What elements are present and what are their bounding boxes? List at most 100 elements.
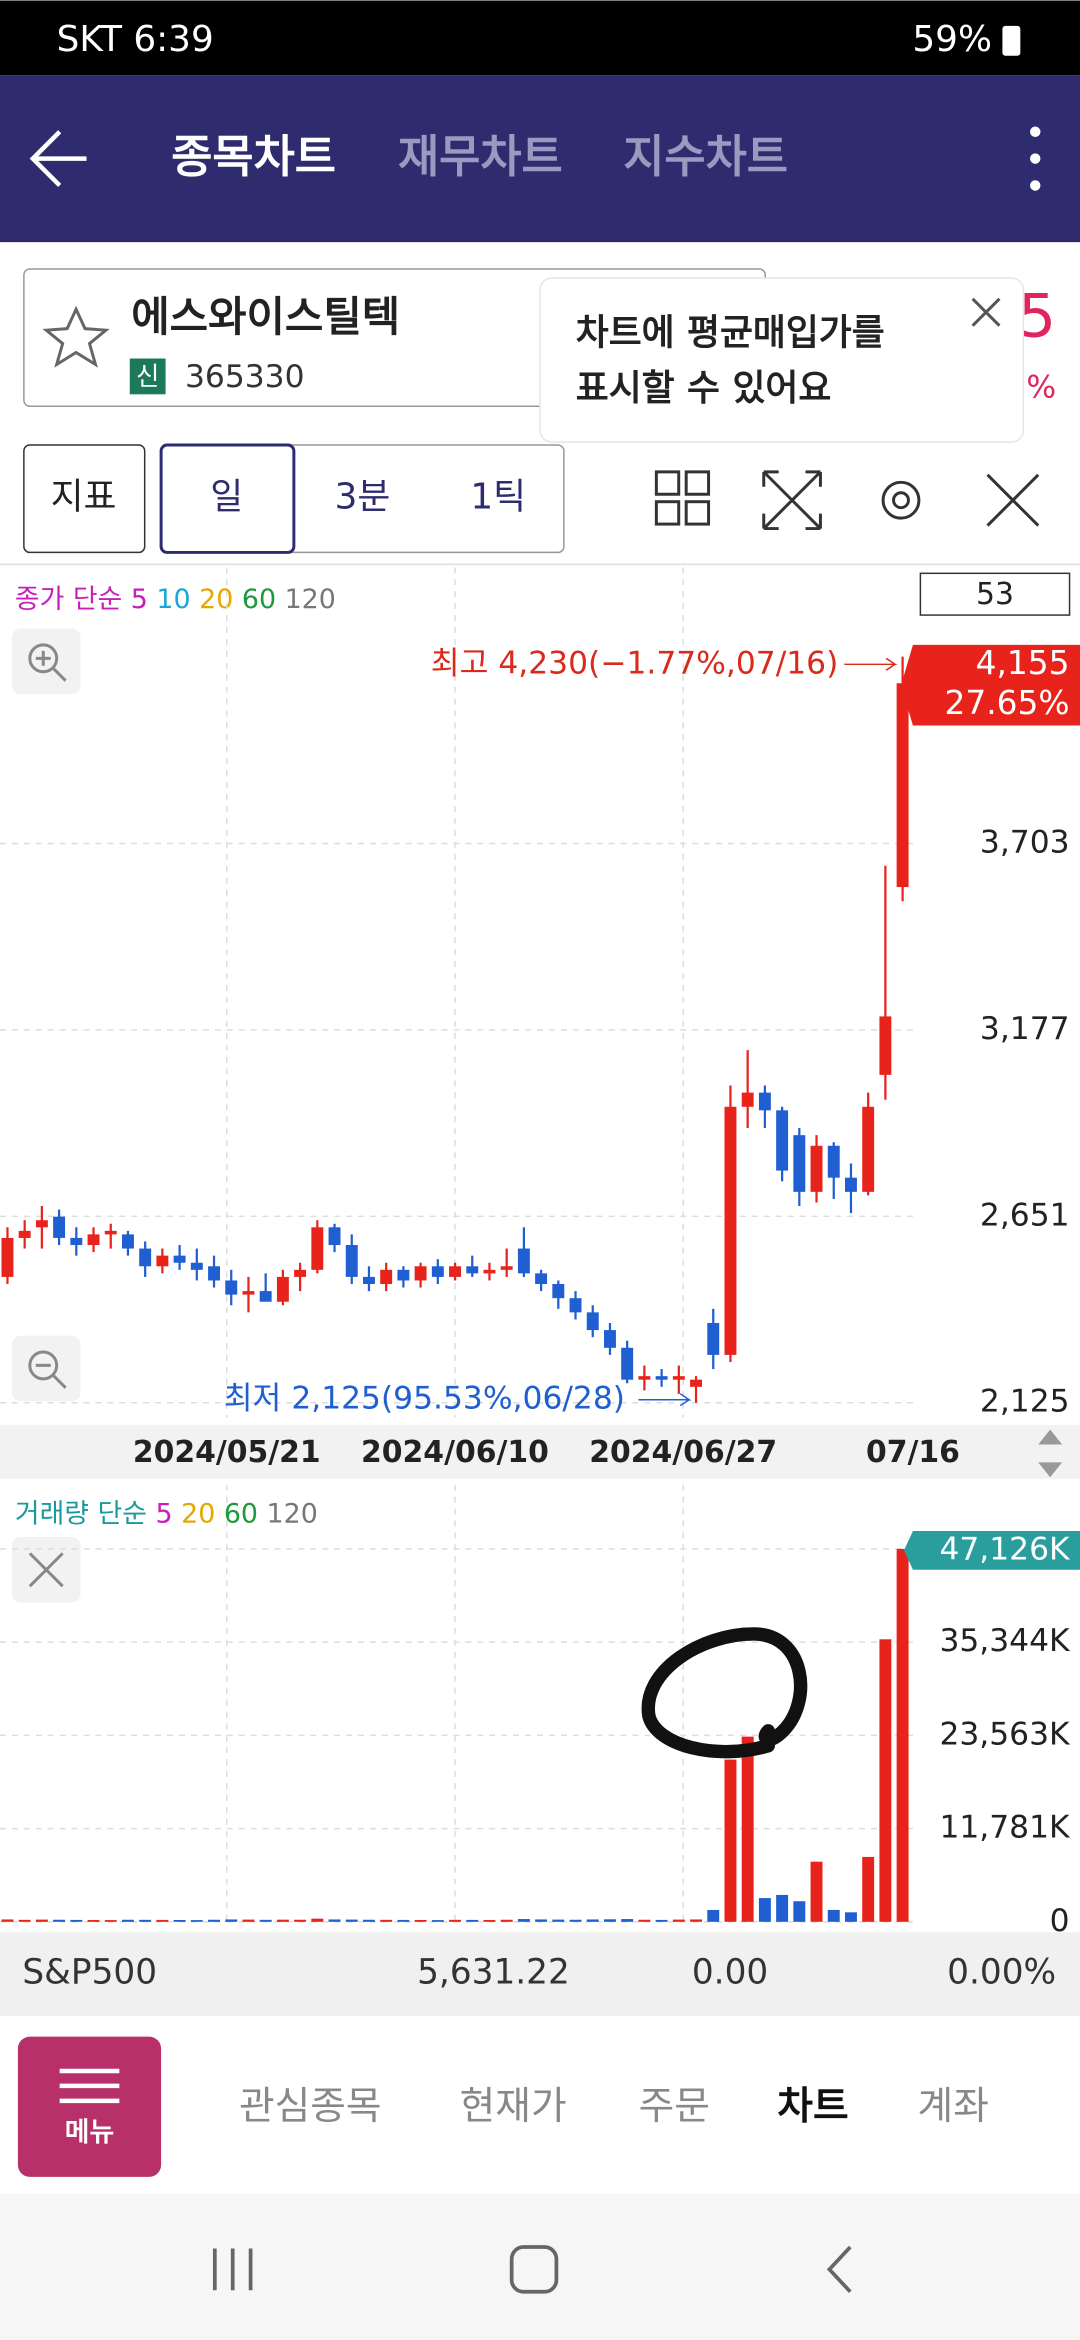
period-label[interactable]: 1틱 bbox=[470, 477, 526, 518]
volume-bar bbox=[1, 1919, 14, 1922]
volume-bar bbox=[690, 1919, 702, 1922]
volume-bar bbox=[208, 1919, 220, 1922]
candle-body bbox=[431, 1266, 444, 1277]
volume-bar bbox=[776, 1894, 789, 1922]
nav-item[interactable]: 계좌 bbox=[918, 2084, 989, 2129]
volume-bar bbox=[431, 1920, 444, 1922]
low-note: 최저 2,125(95.53%,06/28) bbox=[224, 1381, 625, 1417]
volume-bar bbox=[535, 1919, 548, 1922]
volume-bar bbox=[741, 1736, 754, 1922]
volume-tag bbox=[903, 1530, 1080, 1570]
candle-body bbox=[707, 1322, 720, 1355]
back-button[interactable] bbox=[29, 130, 87, 188]
volume-bar bbox=[483, 1920, 496, 1922]
volume-bar bbox=[397, 1919, 410, 1922]
volume-legend: 거래량 단순 5 20 60 120 bbox=[15, 1498, 318, 1529]
volume-bar bbox=[449, 1919, 461, 1922]
volume-bar bbox=[638, 1919, 651, 1922]
candle-count: 53 bbox=[976, 577, 1014, 612]
volume-bar bbox=[345, 1919, 358, 1922]
candle-body bbox=[500, 1266, 513, 1270]
tab[interactable]: 재무차트 bbox=[398, 130, 563, 183]
y-tick-label: 3,703 bbox=[980, 824, 1070, 860]
indicator-label: 지표 bbox=[51, 477, 117, 518]
candle-body bbox=[276, 1276, 289, 1302]
candle-body bbox=[208, 1266, 220, 1281]
volume-bar bbox=[724, 1759, 737, 1922]
volume-bar bbox=[276, 1919, 289, 1922]
volume-bar bbox=[18, 1919, 31, 1922]
more-button[interactable] bbox=[1030, 126, 1041, 191]
candle-body bbox=[311, 1227, 324, 1270]
high-arrow bbox=[844, 657, 898, 671]
tooltip-close[interactable] bbox=[971, 297, 1001, 327]
volume-bar bbox=[87, 1920, 100, 1922]
volume-bar bbox=[139, 1919, 152, 1922]
legend-ma: 5 bbox=[155, 1498, 172, 1529]
candle-body bbox=[569, 1298, 582, 1313]
tab[interactable]: 지수차트 bbox=[623, 130, 788, 183]
nav-item-active[interactable]: 차트 bbox=[777, 2084, 848, 2129]
volume-bar bbox=[380, 1919, 393, 1922]
legend-ma: 10 bbox=[156, 584, 190, 615]
candle-body bbox=[862, 1106, 875, 1192]
candle-body bbox=[724, 1106, 737, 1355]
volume-bar bbox=[517, 1919, 530, 1922]
candle-body bbox=[603, 1330, 616, 1348]
volume-bar bbox=[53, 1919, 66, 1922]
candle-body bbox=[70, 1237, 83, 1246]
candle-body bbox=[586, 1312, 599, 1331]
candle-body bbox=[225, 1280, 238, 1295]
candle-body bbox=[879, 1016, 892, 1075]
nav-item[interactable]: 현재가 bbox=[460, 2084, 567, 2129]
candle-body bbox=[173, 1255, 186, 1263]
volume-bar bbox=[414, 1920, 427, 1922]
favorite-star[interactable] bbox=[42, 305, 110, 368]
resize-handle[interactable] bbox=[1038, 1429, 1063, 1478]
legend-ma: 120 bbox=[267, 1498, 318, 1529]
candle-body bbox=[87, 1234, 100, 1246]
volume-bar bbox=[104, 1920, 117, 1922]
volume-bar bbox=[173, 1920, 186, 1922]
volume-bar bbox=[793, 1901, 806, 1922]
volume-bar bbox=[156, 1919, 169, 1922]
period-label[interactable]: 일 bbox=[210, 477, 243, 518]
candle-body bbox=[672, 1376, 685, 1380]
nav-item[interactable]: 관심종목 bbox=[239, 2084, 382, 2129]
candle-body bbox=[397, 1269, 410, 1281]
candle-body bbox=[259, 1291, 272, 1302]
ticker-bar bbox=[0, 1932, 1080, 2016]
menu-button[interactable] bbox=[17, 2036, 162, 2177]
current-rate: 27.65% bbox=[944, 684, 1069, 722]
nav-item[interactable]: 주문 bbox=[639, 2084, 710, 2129]
candle-body bbox=[655, 1376, 668, 1380]
volume-bar bbox=[362, 1919, 375, 1922]
legend-ma: 60 bbox=[224, 1498, 258, 1529]
period-label[interactable]: 3분 bbox=[335, 477, 391, 518]
candle-body bbox=[345, 1245, 358, 1277]
volume-bar bbox=[552, 1919, 565, 1922]
system-buttons[interactable] bbox=[212, 2245, 852, 2294]
tab-active[interactable]: 종목차트 bbox=[171, 130, 336, 183]
candle-body bbox=[793, 1135, 806, 1192]
volume-bar bbox=[672, 1919, 685, 1922]
candle-body bbox=[35, 1220, 48, 1228]
volume-bar bbox=[294, 1919, 307, 1922]
legend-label: 종가 단순 bbox=[15, 584, 122, 615]
candle-body bbox=[414, 1266, 427, 1281]
menu-label: 메뉴 bbox=[65, 2117, 114, 2148]
candle-body bbox=[638, 1376, 651, 1380]
stock-code: 365330 bbox=[185, 359, 305, 395]
candle-body bbox=[380, 1269, 393, 1285]
indicator-button[interactable] bbox=[23, 444, 146, 554]
period-active[interactable] bbox=[159, 443, 296, 554]
candle-body bbox=[242, 1291, 255, 1295]
candle-body bbox=[449, 1266, 461, 1277]
tooltip-text: 차트에 평균매입가를 bbox=[576, 313, 885, 354]
toolbar-icons[interactable] bbox=[654, 470, 1040, 531]
zoom-buttons[interactable] bbox=[11, 628, 81, 1402]
battery-icon bbox=[1002, 25, 1021, 56]
volume-bar bbox=[121, 1919, 134, 1922]
candle-body bbox=[362, 1276, 375, 1285]
